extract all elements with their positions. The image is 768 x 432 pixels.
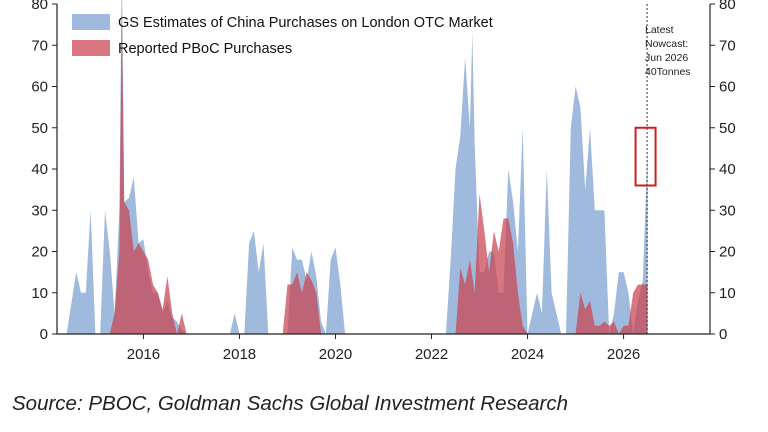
y-tick-label-right: 40 [719, 161, 736, 178]
nowcast-annotation: Latest Nowcast: Jun 2026 40Tonnes [645, 24, 691, 78]
y-tick-label-right: 30 [719, 202, 736, 219]
pboc-purchases-area [109, 4, 648, 334]
axes-group [52, 3, 715, 339]
legend-label-pboc: Reported PBoC Purchases [118, 41, 292, 57]
annotation-line-2: Nowcast: [645, 38, 688, 50]
y-tick-label-left: 40 [31, 161, 48, 178]
x-tick-label: 2020 [319, 346, 352, 363]
y-tick-label-left: 20 [31, 244, 48, 261]
legend-swatch-pboc [72, 40, 110, 56]
y-tick-label-right: 0 [719, 326, 727, 343]
y-tick-label-right: 10 [719, 285, 736, 302]
y-tick-label-left: 80 [31, 0, 48, 13]
annotation-line-3: Jun 2026 [645, 52, 688, 64]
y-tick-label-right: 70 [719, 37, 736, 54]
x-tick-label: 2018 [223, 346, 256, 363]
y-tick-label-right: 20 [719, 244, 736, 261]
y-tick-label-left: 30 [31, 202, 48, 219]
y-tick-label-right: 80 [719, 0, 736, 13]
x-tick-label: 2024 [511, 346, 544, 363]
y-tick-label-right: 60 [719, 79, 736, 96]
y-tick-label-left: 10 [31, 285, 48, 302]
y-tick-label-left: 50 [31, 120, 48, 137]
y-tick-label-left: 0 [40, 326, 48, 343]
legend: GS Estimates of China Purchases on Londo… [72, 14, 493, 57]
y-tick-label-left: 60 [31, 79, 48, 96]
nowcast-highlight-box [634, 126, 657, 187]
y-tick-label-left: 70 [31, 37, 48, 54]
legend-label-gs: GS Estimates of China Purchases on Londo… [118, 15, 493, 31]
source-note: Source: PBOC, Goldman Sachs Global Inves… [12, 392, 569, 415]
annotation-line-4: 40Tonnes [645, 66, 691, 78]
y-tick-label-right: 50 [719, 120, 736, 137]
x-tick-label: 2026 [607, 346, 640, 363]
annotation-line-1: Latest [645, 24, 674, 36]
x-tick-label: 2016 [127, 346, 160, 363]
x-tick-label: 2022 [415, 346, 448, 363]
pboc-purchases-area-group [109, 4, 648, 334]
legend-swatch-gs [72, 14, 110, 30]
